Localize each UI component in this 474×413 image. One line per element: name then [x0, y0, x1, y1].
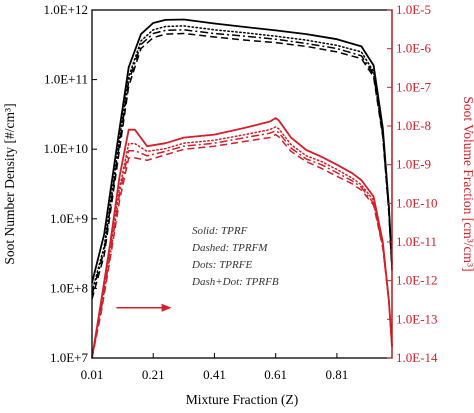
x-axis-title: Mixture Fraction (Z)	[186, 392, 298, 407]
legend-entry: Dots: TPRFE	[191, 259, 252, 271]
right-tick-label: 1.0E-11	[396, 234, 437, 249]
series-line-tprfb-right	[91, 130, 393, 359]
legend-entry: Dashed: TPRFM	[191, 242, 268, 254]
left-tick-label: 1.0E+7	[50, 350, 89, 365]
x-tick-label: 0.81	[326, 367, 349, 382]
series-layer	[91, 18, 393, 359]
left-tick-label: 1.0E+12	[43, 2, 88, 17]
right-tick-label: 1.0E-8	[396, 118, 431, 133]
right-tick-label: 1.0E-14	[396, 350, 438, 365]
right-tick-label: 1.0E-13	[396, 311, 438, 326]
legend-entry: Solid: TPRF	[192, 225, 248, 237]
left-y-axis-title: Soot Number Density [#/cm³]	[2, 103, 17, 264]
right-tick-label: 1.0E-12	[396, 273, 438, 288]
left-tick-label: 1.0E+9	[50, 211, 88, 226]
series-line-tprfm-left	[91, 32, 393, 300]
series-line-tprf-right	[91, 117, 393, 359]
series-line-tprf-left	[91, 18, 393, 284]
right-tick-label: 1.0E-10	[396, 195, 438, 210]
x-tick-label: 0.41	[203, 367, 226, 382]
left-tick-label: 1.0E+8	[50, 280, 88, 295]
series-line-tprfe-right	[91, 126, 393, 359]
right-y-axis-title: Soot Volume Fraction [cm³/cm³]	[461, 96, 474, 271]
x-tick-label: 0.61	[264, 367, 287, 382]
left-tick-label: 1.0E+10	[43, 141, 88, 156]
left-tick-label: 1.0E+11	[44, 72, 88, 87]
annotation-layer	[116, 303, 172, 312]
series-line-tprfb-left	[91, 29, 393, 296]
right-tick-label: 1.0E-7	[396, 79, 432, 94]
x-tick-label: 0.01	[81, 367, 104, 382]
right-tick-label: 1.0E-6	[396, 41, 432, 56]
x-tick-label: 0.21	[142, 367, 165, 382]
axis-layer: 1.0E+7 1.0E+8 1.0E+9 1.0E+10 1.0E+11 1.0E+12 1…	[43, 2, 438, 382]
right-tick-label: 1.0E-5	[396, 2, 431, 17]
legend-entry: Dash+Dot: TPRFB	[191, 276, 279, 288]
right-tick-label: 1.0E-9	[396, 157, 431, 172]
annotation-arrow-head	[161, 303, 172, 312]
legend: Solid: TPRF Dashed: TPRFM Dots: TPRFE Dash+…	[191, 225, 279, 288]
